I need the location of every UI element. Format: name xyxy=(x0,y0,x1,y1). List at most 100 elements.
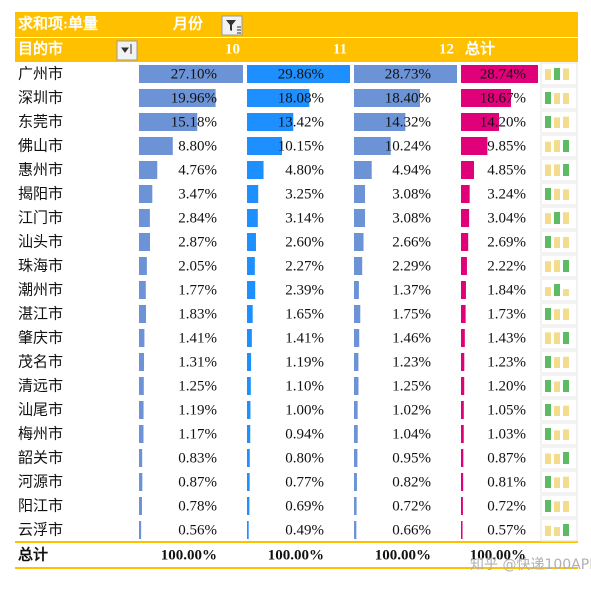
sparkline-bar xyxy=(554,212,560,224)
sparkline-bar xyxy=(554,477,560,488)
value-cell: 27.10% xyxy=(171,66,217,82)
value-cell: 0.72% xyxy=(392,498,431,514)
data-bar xyxy=(354,353,359,371)
value-cell: 14.20% xyxy=(480,114,526,130)
value-cell: 1.46% xyxy=(392,330,431,346)
value-cell: 0.78% xyxy=(178,498,217,514)
value-cell: 1.75% xyxy=(392,306,431,322)
value-cell: 3.24% xyxy=(487,186,526,202)
value-cell: 3.47% xyxy=(178,186,217,202)
total-cell: 100.00% xyxy=(268,547,324,563)
pivot-title: 求和项:单量 xyxy=(18,14,98,32)
watermark: 知乎 @快递100API xyxy=(470,556,591,573)
data-bar xyxy=(354,137,391,155)
city-label: 清远市 xyxy=(18,377,63,394)
city-label: 江门市 xyxy=(18,209,63,226)
value-cell: 2.69% xyxy=(487,234,526,250)
data-bar xyxy=(139,497,142,515)
data-bar xyxy=(139,521,142,539)
value-cell: 1.65% xyxy=(285,306,324,322)
data-bar xyxy=(247,473,250,491)
city-label: 汕头市 xyxy=(18,233,63,250)
sparkline-bar xyxy=(563,289,569,296)
data-bar xyxy=(354,209,366,227)
sparkline-bar xyxy=(563,92,569,104)
value-cell: 1.10% xyxy=(285,378,324,394)
data-bar xyxy=(461,521,463,539)
value-cell: 0.87% xyxy=(487,450,526,466)
data-bar xyxy=(354,113,406,131)
value-cell: 4.76% xyxy=(178,162,217,178)
sparkline-bar xyxy=(554,430,560,440)
column-header: 总计 xyxy=(465,39,495,57)
sparkline-bar xyxy=(563,332,569,344)
value-cell: 29.86% xyxy=(278,66,324,82)
data-bar xyxy=(139,305,147,323)
row-field: 目的市 xyxy=(18,39,63,57)
data-bar xyxy=(247,257,255,275)
filter-button[interactable] xyxy=(221,15,243,36)
data-bar xyxy=(139,89,216,107)
data-bar xyxy=(247,425,251,443)
value-cell: 18.67% xyxy=(480,90,526,106)
value-cell: 2.66% xyxy=(392,234,431,250)
sparkline-bar xyxy=(545,332,551,344)
sparkline-bar xyxy=(554,332,560,344)
city-label: 韶关市 xyxy=(18,449,63,466)
data-bar xyxy=(139,257,147,275)
total-cell: 100.00% xyxy=(375,547,431,563)
data-bar xyxy=(247,185,259,203)
sparkline-bar xyxy=(545,453,551,464)
data-bar xyxy=(354,497,357,515)
value-cell: 1.19% xyxy=(178,402,217,418)
value-cell: 3.14% xyxy=(285,210,324,226)
data-bar xyxy=(247,497,250,515)
data-bar xyxy=(247,377,251,395)
data-bar xyxy=(354,377,359,395)
column-header: 11 xyxy=(333,41,347,57)
city-label: 潮州市 xyxy=(18,281,63,298)
city-label: 东莞市 xyxy=(18,113,63,130)
data-bar xyxy=(461,209,470,227)
sparkline-bar xyxy=(554,405,560,416)
value-cell: 0.95% xyxy=(392,450,431,466)
value-cell: 1.43% xyxy=(487,330,526,346)
value-cell: 0.82% xyxy=(392,474,431,490)
city-label: 云浮市 xyxy=(18,521,63,538)
city-label: 河源市 xyxy=(18,473,63,490)
data-bar xyxy=(461,185,470,203)
data-bar xyxy=(354,233,364,251)
value-cell: 2.87% xyxy=(178,234,217,250)
sparkline-bar xyxy=(563,308,569,320)
value-cell: 0.80% xyxy=(285,450,324,466)
data-bar xyxy=(139,329,145,347)
value-cell: 0.57% xyxy=(487,522,526,538)
value-cell: 1.02% xyxy=(392,402,431,418)
data-bar xyxy=(247,329,252,347)
data-bar xyxy=(247,233,256,251)
city-label: 湛江市 xyxy=(18,305,63,322)
total-label: 总计 xyxy=(18,545,48,563)
data-bar xyxy=(139,377,144,395)
row-filter-button[interactable] xyxy=(116,40,138,61)
data-bar xyxy=(247,89,310,107)
sparkline-bar xyxy=(545,69,551,80)
data-bar xyxy=(354,185,366,203)
sparkline-bar xyxy=(563,236,569,248)
value-cell: 2.22% xyxy=(487,258,526,274)
city-label: 佛山市 xyxy=(18,137,63,154)
value-cell: 0.83% xyxy=(178,450,217,466)
sparkline-bar xyxy=(563,429,569,440)
sparkline-bar xyxy=(563,140,569,152)
value-cell: 1.00% xyxy=(285,402,324,418)
data-bar xyxy=(247,209,258,227)
value-cell: 3.25% xyxy=(285,186,324,202)
sparkline-bar xyxy=(554,527,560,536)
sparkline-bar xyxy=(563,68,569,80)
value-cell: 1.77% xyxy=(178,282,217,298)
sparkline-bar xyxy=(563,500,569,512)
value-cell: 1.83% xyxy=(178,306,217,322)
city-label: 深圳市 xyxy=(18,89,63,106)
value-cell: 1.17% xyxy=(178,426,217,442)
